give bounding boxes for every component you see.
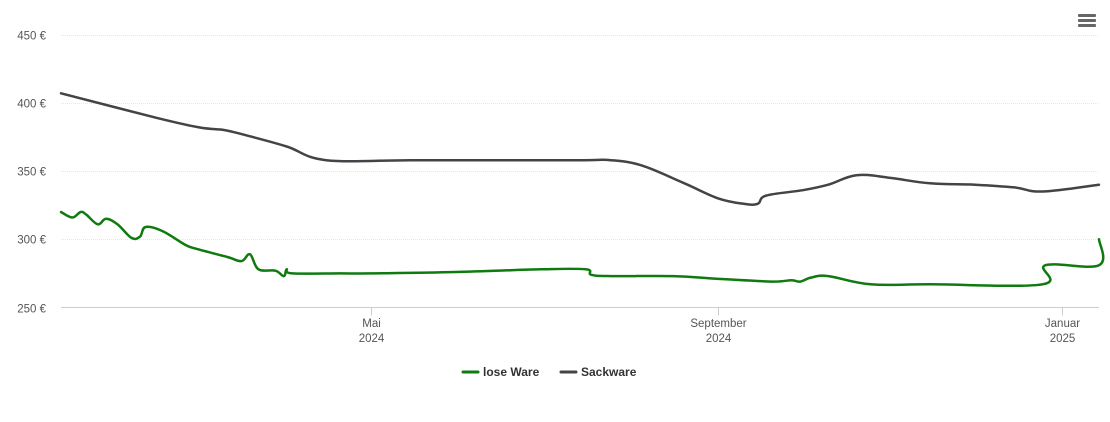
y-axis-ticks: 450 € 400 € 350 € 300 € 250 € — [17, 31, 46, 316]
series-group — [59, 92, 1105, 288]
menu-bar — [1078, 14, 1096, 17]
y-tick-label: 350 € — [17, 167, 46, 179]
legend-item-sackware[interactable]: Sackware — [559, 365, 637, 379]
legend-label: lose Ware — [483, 365, 540, 379]
legend: lose Ware Sackware — [461, 365, 637, 379]
x-tick-month: Mai — [362, 318, 381, 330]
y-tick-label: 450 € — [17, 31, 46, 43]
x-tick-year: 2025 — [1050, 333, 1076, 345]
x-tick-month: Januar — [1045, 318, 1080, 330]
x-tick-month: September — [690, 318, 746, 330]
legend-item-lose-ware[interactable]: lose Ware — [461, 365, 540, 379]
y-tick-label: 400 € — [17, 99, 46, 111]
x-axis-ticks: Mai 2024 September 2024 Januar 2025 — [359, 307, 1080, 345]
y-tick-label: 300 € — [17, 235, 46, 247]
series-line-lose-ware[interactable] — [59, 210, 1105, 288]
y-tick-label: 250 € — [17, 304, 46, 316]
series-line-sackware[interactable] — [59, 92, 1101, 206]
menu-bar — [1078, 24, 1096, 27]
chart-menu-icon[interactable] — [1076, 12, 1098, 32]
x-tick-year: 2024 — [706, 333, 732, 345]
grid-lines — [61, 35, 1099, 240]
menu-bar — [1078, 19, 1096, 22]
legend-label: Sackware — [581, 365, 637, 379]
x-tick-year: 2024 — [359, 333, 385, 345]
